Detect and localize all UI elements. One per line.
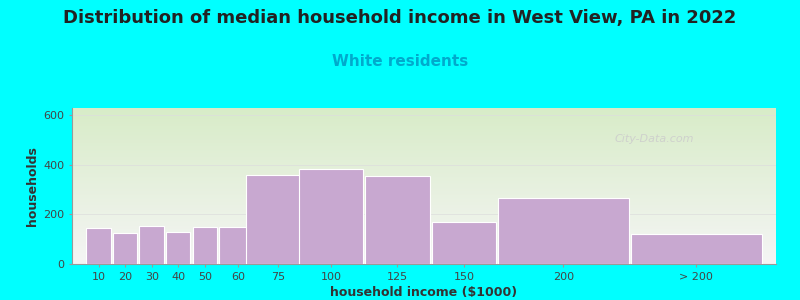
Text: City-Data.com: City-Data.com — [614, 134, 694, 144]
Bar — [113, 233, 138, 264]
Bar — [432, 222, 496, 264]
Bar — [139, 226, 164, 264]
Bar — [366, 176, 430, 264]
Bar — [631, 234, 762, 264]
Bar — [246, 175, 310, 264]
Bar — [219, 227, 257, 264]
Bar — [193, 227, 217, 264]
Bar — [299, 169, 363, 264]
Y-axis label: households: households — [26, 146, 39, 226]
Bar — [498, 198, 629, 264]
Bar — [86, 228, 110, 264]
Bar — [166, 232, 190, 264]
Text: Distribution of median household income in West View, PA in 2022: Distribution of median household income … — [63, 9, 737, 27]
X-axis label: household income ($1000): household income ($1000) — [330, 286, 518, 299]
Text: White residents: White residents — [332, 54, 468, 69]
